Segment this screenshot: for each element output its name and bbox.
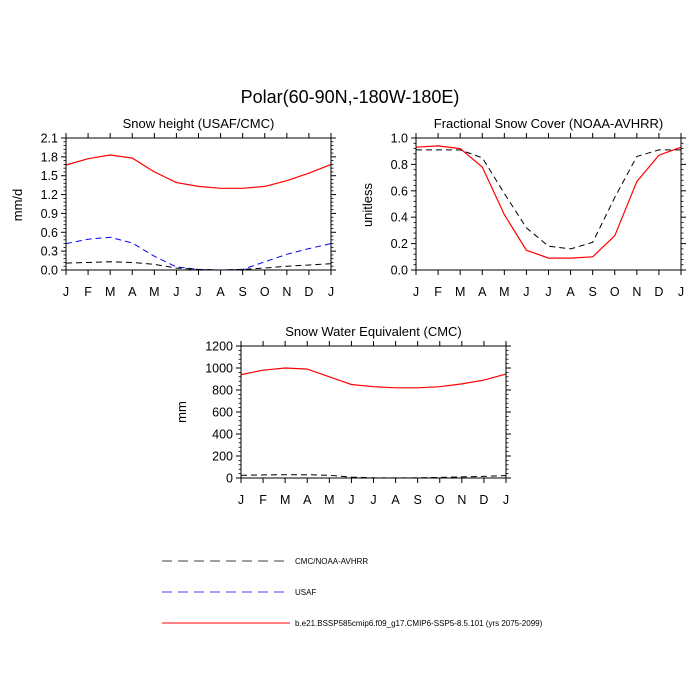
x-tick-label: D [479, 493, 488, 507]
series-line-obs-secondary [65, 236, 332, 271]
y-tick-label: 0.9 [41, 207, 58, 221]
panel-title: Snow Water Equivalent (CMC) [285, 324, 462, 339]
x-tick-label: J [523, 285, 529, 299]
x-tick-label: J [545, 285, 551, 299]
y-tick-label: 1000 [205, 362, 233, 376]
panel-title: Fractional Snow Cover (NOAA-AVHRR) [434, 116, 663, 131]
plot-frame [65, 137, 332, 271]
fractional-snow-cover-panel: Fractional Snow Cover (NOAA-AVHRR) unitl… [360, 116, 686, 299]
y-tick-label: 0.6 [41, 226, 58, 240]
x-tick-label: J [238, 493, 244, 507]
legend-entry-model-run: b.e21.BSSP585cmip6.f09_g17.CMIP6-SSP5-8.… [162, 619, 543, 628]
x-tick-label: F [434, 285, 442, 299]
x-tick-label: M [280, 493, 290, 507]
x-tick-label: A [303, 493, 312, 507]
panel-title: Snow height (USAF/CMC) [123, 116, 275, 131]
y-tick-label: 400 [212, 428, 233, 442]
snow-water-equivalent-panel: Snow Water Equivalent (CMC) mm 0 200 400 60… [174, 324, 511, 507]
series-line-model [65, 154, 332, 189]
x-tick-label: S [413, 493, 421, 507]
x-tick-label: M [149, 285, 159, 299]
x-tick-label: D [304, 285, 313, 299]
x-tick-label: F [84, 285, 92, 299]
y-tick-label: 1.5 [41, 169, 58, 183]
legend-label-usaf: USAF [295, 588, 316, 597]
y-tick-label: 0.6 [391, 184, 408, 198]
x-tick-label: A [391, 493, 400, 507]
y-tick-label: 1.0 [391, 132, 408, 146]
x-tick-label: M [324, 493, 334, 507]
y-tick-label: 0.3 [41, 245, 58, 259]
x-tick-label: J [173, 285, 179, 299]
y-tick-label: 2.1 [41, 132, 58, 146]
x-tick-label: J [503, 493, 509, 507]
x-tick-label: S [588, 285, 596, 299]
x-tick-label: N [632, 285, 641, 299]
y-tick-label: 0 [226, 472, 233, 486]
x-tick-label: S [238, 285, 246, 299]
legend-label-cmc-noaa-avhrr: CMC/NOAA-AVHRR [295, 557, 368, 566]
x-tick-label: O [260, 285, 270, 299]
x-tick-label: M [455, 285, 465, 299]
x-tick-label: N [282, 285, 291, 299]
y-axis-label: mm [174, 401, 189, 423]
y-tick-label: 0.0 [41, 264, 58, 278]
series-line-model [415, 145, 682, 259]
y-tick-label: 600 [212, 406, 233, 420]
x-tick-label: A [128, 285, 137, 299]
snow-height-panel: Snow height (USAF/CMC) mm/d 0.0 0.3 0.6 0.9… [10, 116, 336, 299]
figure-title: Polar(60-90N,-180W-180E) [241, 87, 460, 107]
y-tick-label: 1.8 [41, 150, 58, 164]
x-tick-label: A [216, 285, 225, 299]
series-line-model [240, 367, 507, 389]
y-tick-label: 0.2 [391, 237, 408, 251]
x-tick-label: M [105, 285, 115, 299]
x-tick-label: J [413, 285, 419, 299]
legend-entry-usaf: USAF [162, 588, 316, 597]
y-tick-label: 0.8 [391, 158, 408, 172]
x-tick-label: J [195, 285, 201, 299]
x-tick-label: J [370, 493, 376, 507]
y-tick-label: 0.4 [391, 211, 408, 225]
series-line-obs-primary [65, 261, 332, 271]
x-tick-label: J [328, 285, 334, 299]
x-tick-label: A [566, 285, 575, 299]
x-tick-label: J [678, 285, 684, 299]
x-tick-label: D [654, 285, 663, 299]
x-tick-label: O [610, 285, 620, 299]
y-tick-label: 1.2 [41, 188, 58, 202]
x-tick-label: J [63, 285, 69, 299]
legend-label-model-run: b.e21.BSSP585cmip6.f09_g17.CMIP6-SSP5-8.… [295, 619, 543, 628]
series-line-obs-primary [416, 149, 681, 250]
x-tick-label: N [457, 493, 466, 507]
y-axis-label: mm/d [10, 189, 25, 222]
y-tick-label: 0.0 [391, 264, 408, 278]
x-tick-label: F [259, 493, 267, 507]
series-line-obs-primary [240, 474, 507, 479]
y-tick-label: 1200 [205, 340, 233, 354]
x-tick-label: J [348, 493, 354, 507]
legend-entry-cmc-noaa-avhrr: CMC/NOAA-AVHRR [162, 557, 368, 566]
plot-frame [240, 345, 507, 479]
x-tick-label: O [435, 493, 445, 507]
y-tick-label: 200 [212, 450, 233, 464]
legend: CMC/NOAA-AVHRR USAF b.e21.BSSP585cmip6.f… [162, 557, 543, 628]
x-tick-label: A [478, 285, 487, 299]
x-tick-label: M [499, 285, 509, 299]
y-tick-label: 800 [212, 384, 233, 398]
y-axis-label: unitless [360, 182, 375, 227]
plot-frame [415, 137, 682, 271]
